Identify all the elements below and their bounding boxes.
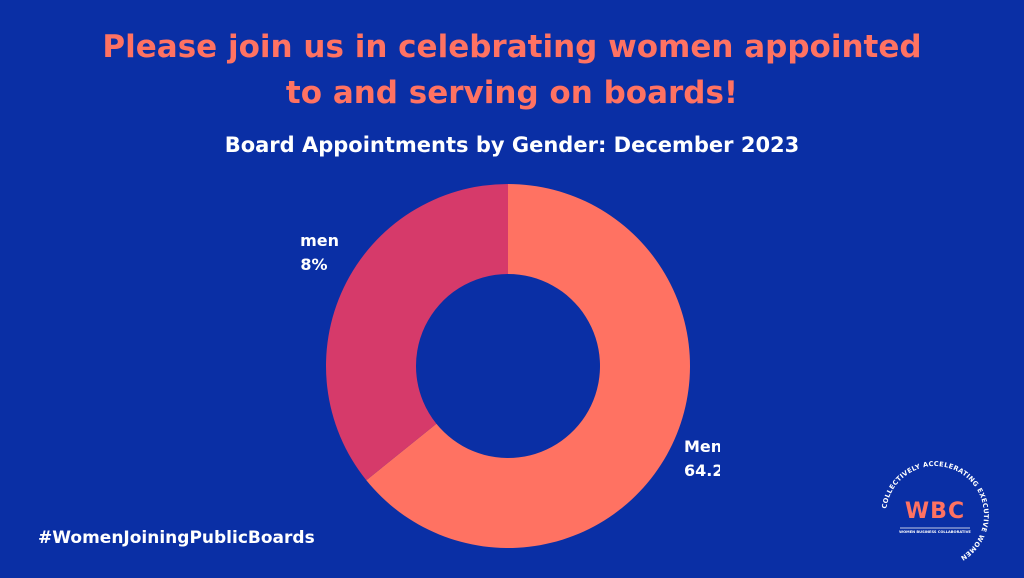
slice-label-women-value: 35.8% — [300, 255, 328, 274]
donut-slice-women — [325, 184, 508, 481]
logo-subtitle: WOMEN BUSINESS COLLABORATIVE — [899, 530, 971, 534]
wbc-logo: COLLECTIVELY ACCELERATING EXECUTIVE WOME… — [876, 456, 994, 574]
logo-ring: COLLECTIVELY ACCELERATING EXECUTIVE WOME… — [880, 460, 989, 562]
slice-label-women-name: Women — [300, 231, 339, 250]
chart-title: Board Appointments by Gender: December 2… — [224, 133, 800, 157]
headline-line-1: Please join us in celebrating women appo… — [102, 29, 922, 65]
donut-slice-men — [366, 184, 690, 548]
slice-label-men-value: 64.2% — [684, 461, 720, 480]
hashtag-text: #WomenJoiningPublicBoards — [38, 528, 315, 548]
headline-line-2: to and serving on boards! — [285, 75, 739, 111]
slice-label-men-name: Men — [684, 437, 720, 456]
donut-chart: Men 64.2% Women 35.8% — [300, 184, 720, 548]
logo-mark: WBC — [904, 499, 966, 524]
headline: Please join us in celebrating women appo… — [0, 24, 1024, 116]
